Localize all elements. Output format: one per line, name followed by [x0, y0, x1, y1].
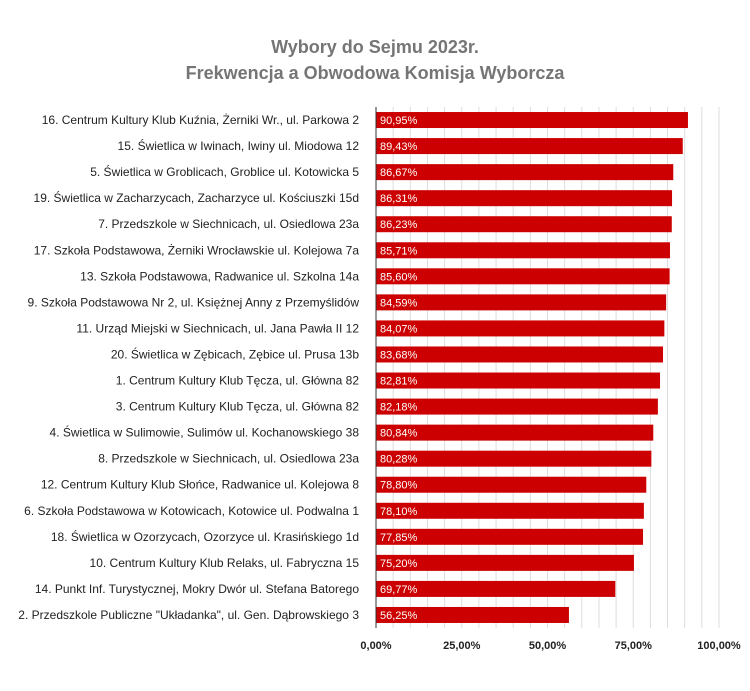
bar — [376, 164, 674, 181]
category-labels: 16. Centrum Kultury Klub Kuźnia, Żerniki… — [18, 113, 359, 622]
category-label: 3. Centrum Kultury Klub Tęcza, ul. Główn… — [116, 400, 360, 414]
bar — [376, 242, 670, 259]
category-label: 10. Centrum Kultury Klub Relaks, ul. Fab… — [90, 556, 360, 570]
category-label: 13. Szkoła Podstawowa, Radwanice ul. Szk… — [80, 269, 359, 283]
category-label: 6. Szkoła Podstawowa w Kotowicach, Kotow… — [24, 504, 359, 518]
bar — [376, 476, 647, 493]
bar-value-label: 78,10% — [380, 506, 418, 518]
bar — [376, 138, 683, 155]
category-label: 19. Świetlica w Zacharzycach, Zacharzyce… — [34, 190, 359, 205]
bar-value-label: 85,60% — [380, 271, 418, 283]
bar-value-label: 84,59% — [380, 297, 418, 309]
category-label: 1. Centrum Kultury Klub Tęcza, ul. Główn… — [116, 374, 360, 388]
bar-value-label: 75,20% — [380, 558, 418, 570]
bar-value-label: 83,68% — [380, 349, 418, 361]
bar-value-label: 80,84% — [380, 428, 418, 440]
category-label: 18. Świetlica w Ozorzycach, Ozorzyce ul.… — [51, 529, 359, 544]
bar — [376, 294, 667, 311]
bar — [376, 606, 569, 623]
bar-value-label: 69,77% — [380, 584, 418, 596]
category-label: 14. Punkt Inf. Turystycznej, Mokry Dwór … — [35, 582, 359, 596]
category-label: 5. Świetlica w Groblicach, Groblice ul. … — [90, 164, 359, 179]
bar — [376, 554, 634, 571]
bar-value-label: 90,95% — [380, 115, 418, 127]
bar — [376, 528, 644, 545]
bar-value-label: 82,81% — [380, 376, 418, 388]
bar — [376, 216, 672, 233]
bar-value-label: 56,25% — [380, 610, 418, 622]
bar — [376, 398, 658, 415]
x-axis: 0,00% 25,00% 50,00% 75,00% 100,00% — [360, 107, 741, 652]
bar-value-label: 86,67% — [380, 167, 418, 179]
x-tick-label: 50,00% — [529, 640, 567, 652]
bar — [376, 190, 673, 207]
bar-value-label: 89,43% — [380, 141, 418, 153]
category-label: 7. Przedszkole w Siechnicach, ul. Osiedl… — [98, 217, 359, 231]
bar-value-label: 86,31% — [380, 193, 418, 205]
x-tick-label: 100,00% — [697, 640, 741, 652]
bar-value-label: 85,71% — [380, 245, 418, 257]
category-label: 8. Przedszkole w Siechnicach, ul. Osiedl… — [98, 452, 359, 466]
bar-value-label: 78,80% — [380, 480, 418, 492]
bar — [376, 346, 664, 363]
x-tick-label: 0,00% — [360, 640, 391, 652]
data-labels: 90,95% 89,43% 86,67% 86,31% 86,23% 85,71% 85,6… — [380, 115, 418, 622]
bar-value-label: 82,18% — [380, 402, 418, 414]
bar — [376, 580, 616, 597]
chart-title: Wybory do Sejmu 2023r. — [271, 37, 479, 57]
bar-value-label: 84,07% — [380, 323, 418, 335]
gridlines — [392, 107, 720, 628]
chart-subtitle: Frekwencja a Obwodowa Komisja Wyborcza — [186, 63, 566, 83]
bar-value-label: 80,28% — [380, 454, 418, 466]
category-label: 9. Szkoła Podstawowa Nr 2, ul. Księżnej … — [28, 295, 360, 309]
bars — [376, 112, 688, 623]
bar-value-label: 77,85% — [380, 532, 418, 544]
bar — [376, 268, 670, 285]
category-label: 11. Urząd Miejski w Siechnicach, ul. Jan… — [76, 321, 359, 335]
category-label: 17. Szkoła Podstawowa, Żerniki Wrocławsk… — [34, 243, 360, 257]
category-label: 12. Centrum Kultury Klub Słońce, Radwani… — [41, 478, 359, 492]
bar — [376, 424, 654, 441]
category-label: 20. Świetlica w Zębicach, Zębice ul. Pru… — [111, 346, 359, 361]
bar — [376, 320, 665, 337]
category-label: 16. Centrum Kultury Klub Kuźnia, Żerniki… — [42, 113, 360, 127]
category-label: 2. Przedszkole Publiczne "Układanka", ul… — [18, 608, 359, 622]
x-tick-label: 75,00% — [615, 640, 653, 652]
bar-value-label: 86,23% — [380, 219, 418, 231]
bar — [376, 112, 688, 129]
category-label: 4. Świetlica w Sulimowie, Sulimów ul. Ko… — [50, 425, 360, 440]
bar — [376, 450, 652, 467]
bar — [376, 372, 661, 389]
x-tick-label: 25,00% — [443, 640, 481, 652]
category-label: 15. Świetlica w Iwinach, Iwiny ul. Miodo… — [118, 138, 360, 153]
bar — [376, 502, 644, 519]
